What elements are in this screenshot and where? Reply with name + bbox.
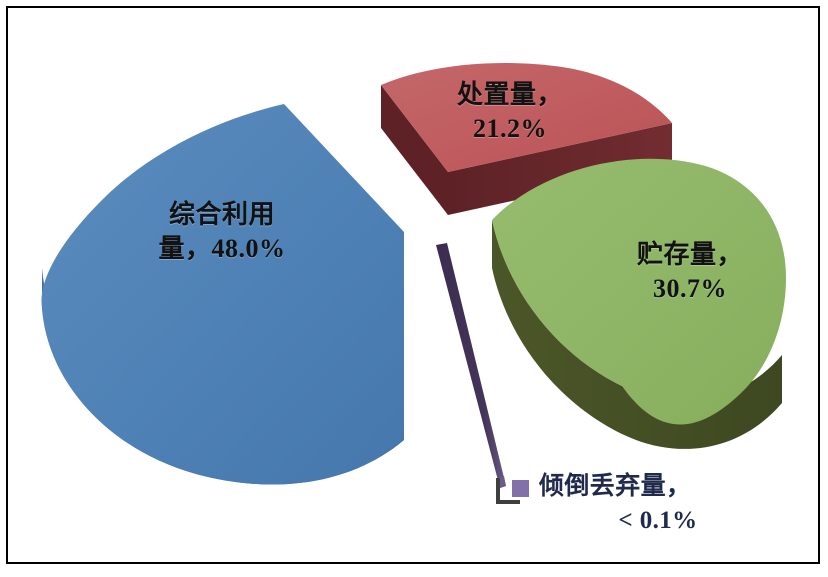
pie-slice-disposal-side <box>448 123 672 215</box>
pie-label-dumping-line1: 倾倒丢弃量， <box>539 473 692 500</box>
pie-label-disposal-line1: 处置量， <box>456 80 563 109</box>
pie-slice-storage-side <box>492 220 782 449</box>
pie-label-utilization-line2: 量，48.0% <box>158 234 286 264</box>
pie-label-disposal: 处置量， 21.2% <box>430 78 590 147</box>
callout-leader-line <box>496 478 520 504</box>
pie-label-dumping: 倾倒丢弃量， < 0.1% <box>512 470 792 537</box>
pie-label-dumping-row: 倾倒丢弃量， <box>512 470 792 504</box>
pie-slice-utilization-top <box>41 104 404 485</box>
pie-label-utilization-line1: 综合利用 <box>168 200 275 229</box>
pie-slice-utilization[interactable] <box>41 104 405 485</box>
pie-label-dumping-line2: < 0.1% <box>618 506 698 534</box>
pie-slice-disposal[interactable] <box>381 62 672 215</box>
pie-label-utilization: 综合利用 量，48.0% <box>112 198 332 267</box>
pie-label-storage: 贮存量， 30.7% <box>600 238 780 307</box>
pie-label-storage-line1: 贮存量， <box>636 240 743 269</box>
pie-label-disposal-line2: 21.2% <box>473 114 547 144</box>
pie-label-storage-line2: 30.7% <box>653 274 727 304</box>
pie-slice-disposal-side-left <box>381 85 448 215</box>
pie-slice-dumping-wedge <box>436 243 506 488</box>
pie-slice-storage-top <box>492 158 786 425</box>
pie-slice-storage[interactable] <box>492 158 786 449</box>
pie-slice-disposal-top <box>381 62 672 173</box>
legend-swatch-icon <box>512 479 529 497</box>
